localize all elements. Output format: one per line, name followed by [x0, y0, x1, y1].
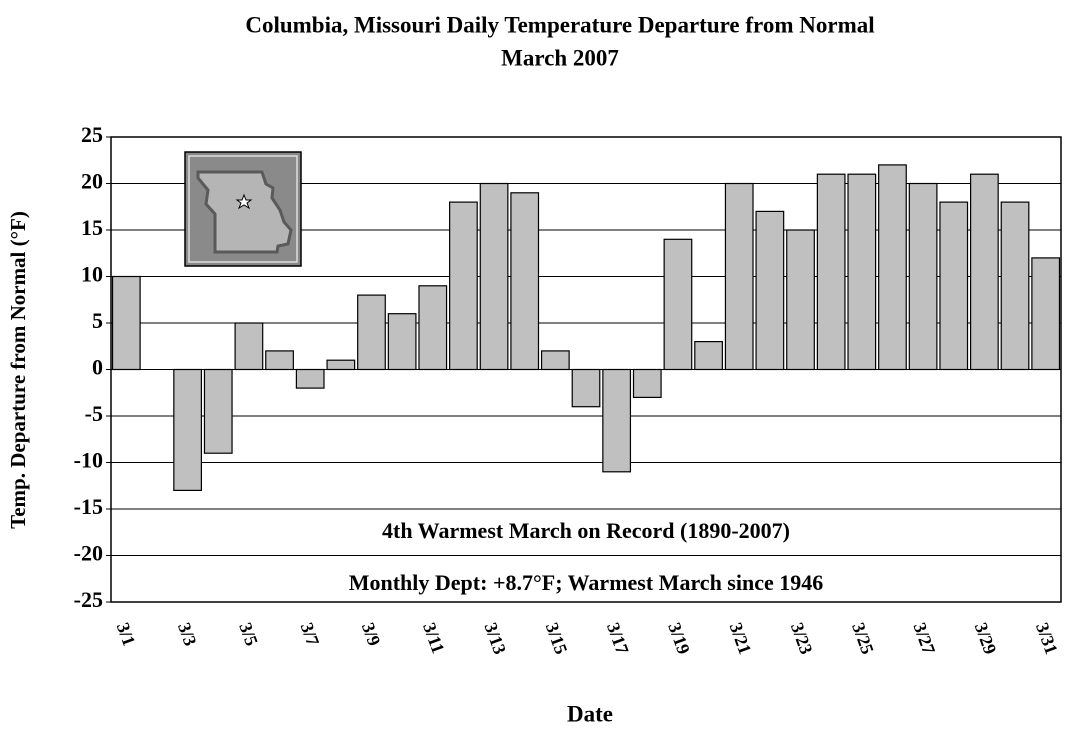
x-tick-label: 3/25 — [848, 620, 878, 657]
bar — [111, 275, 141, 371]
x-tick-label: 3/11 — [419, 620, 448, 656]
y-tick-label: -25 — [74, 587, 103, 612]
y-tick-label: 20 — [81, 169, 103, 194]
chart-title: Columbia, Missouri Daily Temperature Dep… — [245, 12, 874, 37]
y-tick-label: 25 — [81, 122, 103, 147]
bar — [786, 229, 815, 371]
x-tick-label: 3/1 — [113, 620, 140, 648]
bar — [632, 368, 662, 398]
bar — [418, 285, 448, 371]
x-axis-label: Date — [567, 701, 613, 726]
bar — [387, 313, 417, 371]
bar — [694, 341, 723, 371]
x-tick-label: 3/17 — [603, 620, 633, 657]
bar — [173, 368, 203, 492]
chart-subtitle: March 2007 — [501, 45, 619, 70]
bar — [847, 173, 877, 371]
bar — [265, 350, 294, 371]
x-tick-label: 3/15 — [542, 620, 572, 657]
bar — [939, 201, 969, 371]
y-tick-label: -5 — [85, 401, 103, 426]
x-tick-label: 3/29 — [971, 620, 1001, 657]
bar — [1031, 257, 1061, 371]
bar — [203, 368, 233, 454]
x-tick-label: 3/21 — [726, 620, 756, 657]
y-tick-label: -10 — [74, 448, 103, 473]
bar — [357, 294, 386, 371]
x-tick-label: 3/19 — [664, 620, 694, 657]
plot-border — [110, 136, 1062, 603]
columbia-star — [235, 193, 253, 210]
bar — [571, 368, 601, 408]
bar — [234, 322, 264, 371]
bar — [510, 192, 540, 371]
plot-area: -25 -20 -15 -10 -5 0 5 10 15 20 25 3/1 3/3 3/5 3/7 3/9 3… — [74, 122, 1062, 657]
bar — [326, 359, 356, 371]
x-tick-label: 3/13 — [480, 620, 510, 657]
bar — [878, 164, 907, 371]
bar — [724, 182, 754, 371]
bar — [969, 173, 999, 371]
bar — [602, 368, 632, 473]
x-tick-label: 3/31 — [1032, 620, 1062, 657]
x-tick-label: 3/3 — [174, 620, 201, 648]
x-tick-label: 3/23 — [787, 620, 817, 657]
y-tick-label: 15 — [81, 215, 103, 240]
y-tick-label: -15 — [74, 494, 103, 519]
y-tick-label: -20 — [74, 541, 103, 566]
x-tick-label: 3/9 — [358, 620, 385, 648]
annotation: 4th Warmest March on Record (1890-2007) — [382, 518, 790, 543]
bar — [1000, 201, 1030, 371]
bar — [449, 201, 478, 371]
y-axis-label: Temp. Departure from Normal (°F) — [6, 211, 30, 529]
map-inset — [184, 151, 302, 267]
bar — [908, 182, 938, 371]
y-tick-label: 10 — [81, 262, 103, 287]
bar — [295, 368, 325, 389]
bar — [663, 238, 693, 371]
x-tick-label: 3/5 — [235, 620, 262, 648]
bar — [540, 350, 570, 371]
x-tick-label: 3/7 — [297, 620, 324, 648]
y-tick-label: 0 — [92, 355, 103, 380]
y-tick-label: 5 — [92, 308, 103, 333]
bar — [755, 210, 785, 371]
bar — [479, 182, 509, 371]
bar — [816, 173, 846, 371]
annotation: Monthly Dept: +8.7°F; Warmest March sinc… — [349, 570, 824, 595]
missouri-shape — [196, 170, 293, 254]
x-tick-label: 3/27 — [909, 620, 939, 657]
